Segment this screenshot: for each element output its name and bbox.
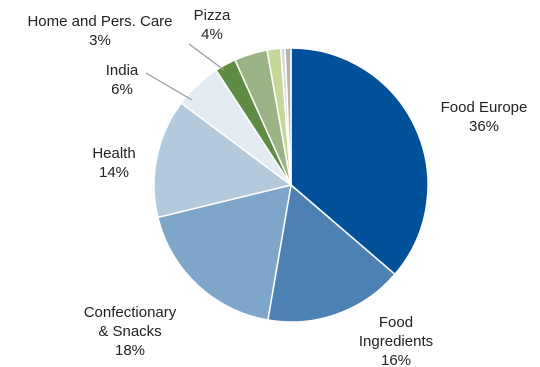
pie-slice-food-ingredients <box>267 183 396 323</box>
slice-label-india: India 6% <box>106 62 139 98</box>
leader-line-india <box>145 72 193 101</box>
pie-slice-food-europe <box>290 47 429 276</box>
pie-slice-health <box>153 102 293 219</box>
slice-label-pizza: Pizza 4% <box>194 7 231 43</box>
slice-label-food-ingredients: Food Ingredients 16% <box>359 314 433 367</box>
leader-line-home-care <box>188 43 225 71</box>
slice-label-confectionary-snacks: Confectionary & Snacks 18% <box>84 304 177 359</box>
pie-slice-confectionary-snacks <box>156 184 292 321</box>
pie-slice-minor-9 <box>284 47 292 186</box>
slice-label-health: Health 14% <box>92 145 135 181</box>
slice-label-food-europe: Food Europe 36% <box>441 99 528 135</box>
slice-label-home-and-pers-care: Home and Pers. Care 3% <box>27 13 172 49</box>
